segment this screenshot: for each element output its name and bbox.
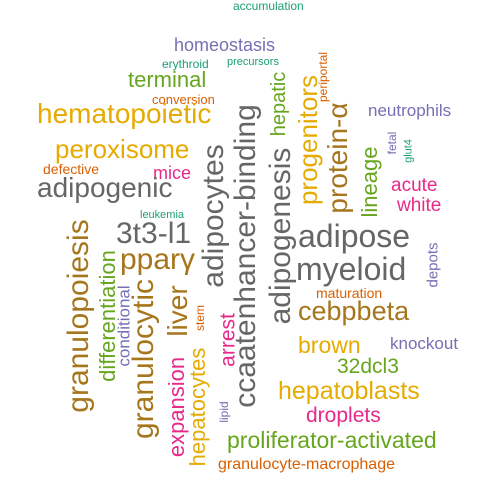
word-fetal: fetal [385,131,399,155]
word-hepatocytes: hepatocytes [185,347,210,467]
word-glut4: glut4 [402,139,415,163]
word-pparγ: pparγ [120,243,196,276]
word-protein-α: protein-α [322,102,353,214]
word-defective: defective [43,161,100,177]
word-droplets: droplets [306,404,381,427]
word-3t3-l1: 3t3-l1 [116,217,192,250]
word-adipocytes: adipocytes [197,144,230,288]
word-granulocyte-macrophage: granulocyte-macrophage [218,456,395,473]
word-adipogenic: adipogenic [37,172,173,203]
word-maturation: maturation [316,285,383,301]
word-depots: depots [424,242,442,288]
word-hepatoblasts: hepatoblasts [278,377,420,405]
word-brown: brown [298,332,361,358]
word-adipogenesis: adipogenesis [264,147,297,325]
word-homeostasis: homeostasis [174,35,276,55]
word-granulopoiesis: granulopoiesis [62,219,95,413]
word-precursors: precursors [227,56,279,68]
word-32dcl3: 32dcl3 [337,355,399,378]
word-leukemia: leukemia [140,209,185,221]
word-neutrophils: neutrophils [368,101,452,120]
word-erythroid: erythroid [162,57,209,71]
word-hepatic: hepatic [268,71,290,137]
word-mice: mice [153,163,192,183]
word-lineage: lineage [357,146,382,218]
word-accumulation: accumulation [233,0,304,13]
word-white: white [397,195,442,216]
word-proliferator-activated: proliferator-activated [227,427,437,453]
word-terminal: terminal [128,67,207,92]
word-stem: stem [193,304,207,332]
word-liver: liver [162,285,193,337]
word-conversion: conversion [152,92,215,107]
word-acute: acute [391,175,438,196]
word-adipose: adipose [298,218,411,254]
word-progenitors: progenitors [293,74,323,206]
word-granulocytic: granulocytic [127,278,160,440]
word-hematopoietic: hematopoietic [37,98,212,129]
word-knockout: knockout [390,334,459,353]
word-cebpbeta: cebpbeta [298,296,410,326]
word-ccaatenhancer-binding: ccaatenhancer-binding [229,104,262,408]
word-myeloid: myeloid [296,251,407,287]
word-peroxisome: peroxisome [55,134,190,164]
